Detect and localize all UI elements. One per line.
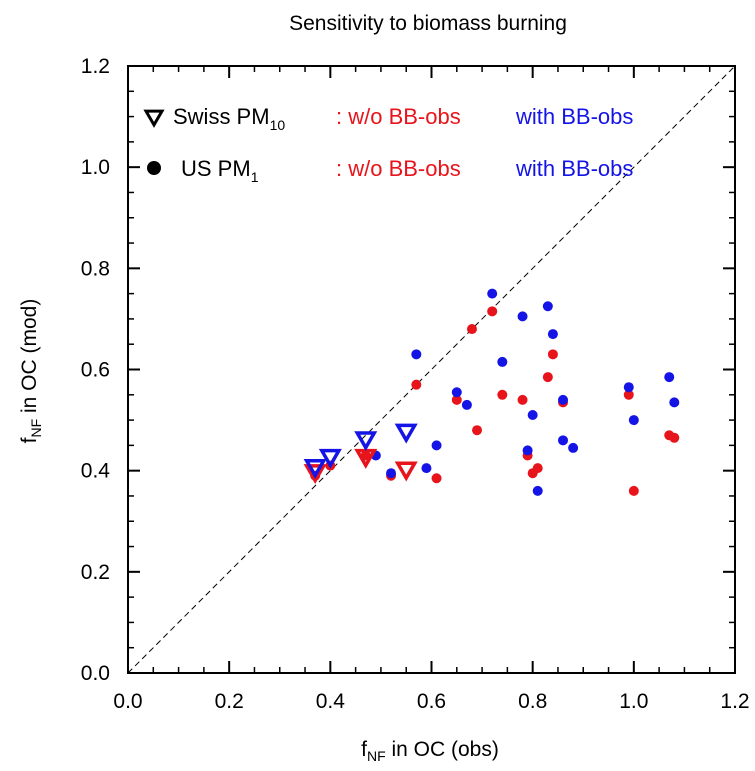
x-tick-label: 1.0 [619, 690, 648, 713]
legend-with-bb-label: with BB-obs [515, 104, 633, 129]
legend-without-bb-label: : w/o BB-obs [336, 156, 461, 181]
data-point-circle [517, 394, 528, 405]
x-tick-label: 0.0 [113, 690, 142, 713]
data-point-circle [568, 442, 579, 453]
data-point-circle [628, 415, 639, 426]
y-tick-label: 0.2 [81, 561, 110, 584]
data-point-circle [451, 387, 462, 398]
y-tick-label: 0.4 [81, 460, 111, 483]
data-point-circle [628, 485, 639, 496]
data-point-circle [542, 372, 553, 383]
y-tick-label: 0.8 [81, 257, 110, 280]
data-point-triangle [303, 459, 327, 479]
legend: Swiss PM10 : w/o BB-obs with BB-obs US PM1:… [143, 104, 633, 185]
data-point-circle [411, 349, 422, 360]
data-point-circle [522, 445, 533, 456]
data-point-circle [451, 394, 462, 405]
data-point-circle [497, 356, 508, 367]
x-axis-label: fNF in OC (obs) [361, 738, 499, 764]
chart-title: Sensitivity to biomass burning [289, 12, 567, 35]
y-tick-label: 0.6 [81, 359, 110, 382]
x-tick-label: 0.4 [316, 690, 346, 713]
data-point-circle [542, 301, 553, 312]
y-tick-label: 1.2 [81, 55, 110, 78]
legend-circle-marker [147, 161, 161, 175]
data-point-circle [664, 372, 675, 383]
legend-without-bb-label: : w/o BB-obs [336, 104, 461, 129]
x-tick-label: 0.6 [417, 690, 446, 713]
data-point-circle [461, 399, 472, 410]
axis-tick-labels: 0.00.0 0.2 0.2 0.4 0.4 0.6 0.6 0.8 0.8 1.0 1.0 1.2 1… [81, 55, 750, 713]
data-point-circle [532, 485, 543, 496]
data-point-triangle [394, 423, 418, 444]
data-point-triangle [354, 431, 378, 452]
data-points [303, 288, 680, 496]
data-point-circle [386, 468, 397, 479]
legend-series-label: Swiss PM10 [173, 104, 285, 133]
data-point-circle [421, 463, 432, 474]
data-point-circle [532, 463, 543, 474]
data-point-circle [558, 435, 569, 446]
data-point-circle [623, 389, 634, 400]
x-tick-label: 1.2 [720, 690, 749, 713]
data-point-circle [669, 432, 680, 443]
data-point-triangle [303, 464, 327, 485]
legend-series-label: US PM1 [181, 156, 259, 185]
data-point-circle [431, 440, 442, 451]
y-tick-label: 0.0 [81, 662, 110, 685]
legend-with-bb-label: with BB-obs [515, 156, 633, 181]
data-point-circle [547, 349, 558, 360]
legend-triangle-marker [143, 109, 165, 128]
data-point-circle [669, 397, 680, 408]
data-point-circle [431, 473, 442, 484]
data-point-circle [487, 288, 498, 299]
data-point-triangle [394, 461, 418, 482]
data-point-circle [411, 379, 422, 390]
y-tick-label: 1.0 [81, 156, 110, 179]
y-axis-label: fNF in OC (mod) [18, 299, 44, 444]
data-point-triangle [318, 448, 342, 469]
x-tick-label: 0.2 [215, 690, 244, 713]
data-point-circle [466, 324, 477, 335]
data-point-circle [517, 311, 528, 322]
x-tick-label: 0.8 [518, 690, 547, 713]
data-point-circle [558, 394, 569, 405]
one-to-one-reference-line [127, 65, 736, 674]
data-point-circle [623, 382, 634, 393]
axis-ticks [127, 65, 736, 674]
data-point-circle [472, 425, 483, 436]
data-point-circle [547, 329, 558, 340]
data-point-circle [497, 389, 508, 400]
data-point-circle [527, 410, 538, 421]
data-point-circle [487, 306, 498, 317]
